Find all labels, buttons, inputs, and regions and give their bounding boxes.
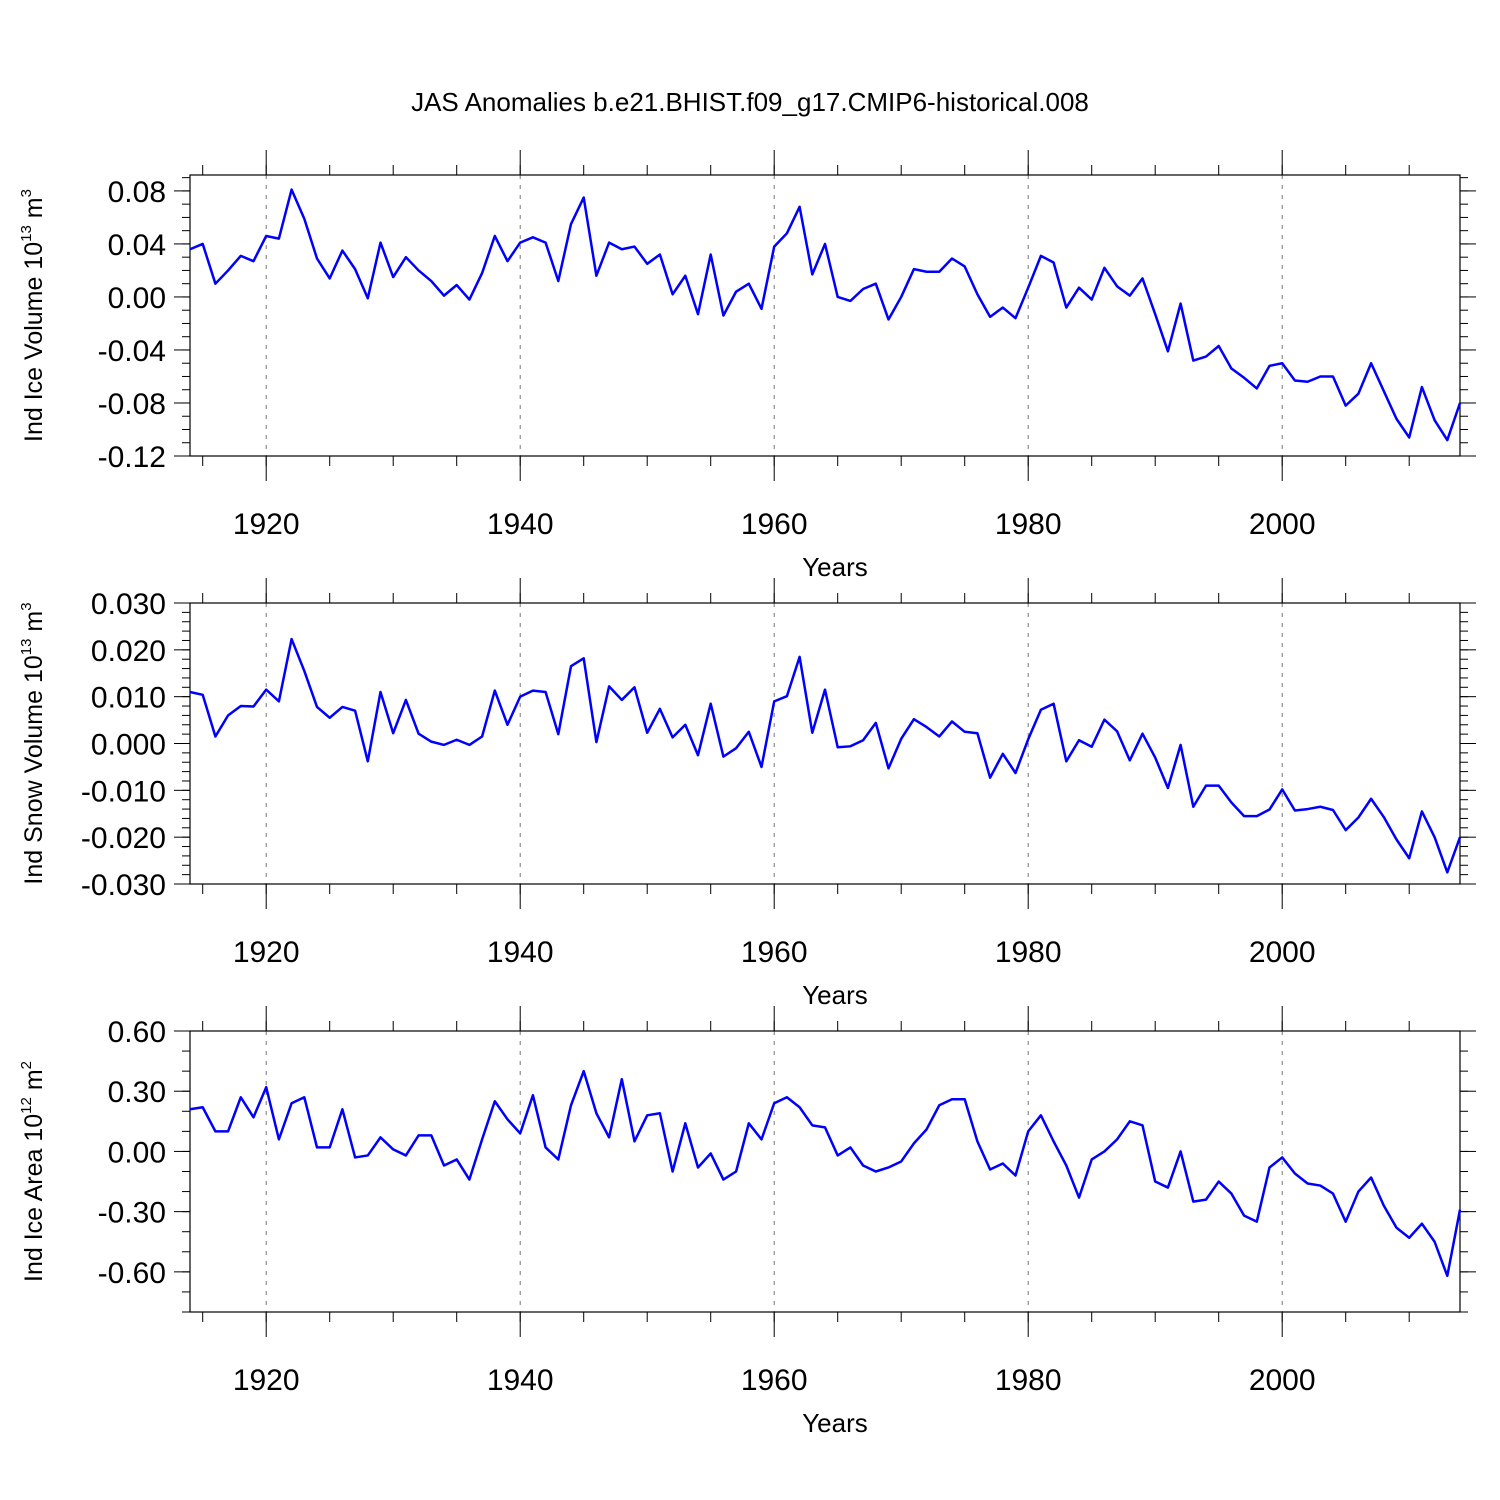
y-tick-label: 0.00 <box>108 282 166 315</box>
x-tick-label: 2000 <box>1249 1364 1316 1397</box>
y-tick-label: 0.030 <box>91 588 166 621</box>
y-tick-label: -0.12 <box>98 441 166 474</box>
y-tick-label: -0.08 <box>98 388 166 421</box>
series-line-ice-volume <box>189 188 1462 442</box>
x-axis-label: Years <box>802 980 868 1010</box>
x-tick-label: 1960 <box>741 936 808 969</box>
x-tick-label: 1960 <box>741 508 808 541</box>
y-tick-label: 0.010 <box>91 682 166 715</box>
y-tick-label: -0.030 <box>81 869 166 902</box>
x-tick-label: 1940 <box>487 936 554 969</box>
x-tick-label: 1980 <box>995 1364 1062 1397</box>
y-tick-label: -0.020 <box>81 822 166 855</box>
x-tick-label: 1940 <box>487 1364 554 1397</box>
y-tick-label: 0.04 <box>108 229 166 262</box>
x-axis-label: Years <box>802 552 868 582</box>
y-axis-label: Ind Ice Area 1012 m2 <box>18 1061 48 1282</box>
x-tick-label: 1940 <box>487 508 554 541</box>
series-line-snow-volume <box>189 637 1462 874</box>
x-tick-label: 1980 <box>995 936 1062 969</box>
chart-title: JAS Anomalies b.e21.BHIST.f09_g17.CMIP6-… <box>411 87 1089 117</box>
plot-frame <box>189 174 1461 457</box>
y-axis-label: Ind Snow Volume 1013 m3 <box>18 602 48 884</box>
panel-snow-volume: 0.030 0.020 0.010 0.000 -0.010 -0.020 -0.030 19… <box>18 578 1476 1010</box>
y-tick-label: -0.010 <box>81 775 166 808</box>
x-tick-label: 2000 <box>1249 936 1316 969</box>
y-tick-label: 0.00 <box>108 1136 166 1169</box>
plot-frame <box>189 602 1461 885</box>
plot-frame <box>189 1030 1461 1313</box>
x-tick-label: 1920 <box>233 936 300 969</box>
y-tick-label: 0.60 <box>108 1016 166 1049</box>
x-tick-label: 1980 <box>995 508 1062 541</box>
panel-ice-volume: 0.08 0.04 0.00 -0.04 -0.08 -0.12 1920 1940 1960 1… <box>18 150 1476 582</box>
y-tick-label: 0.000 <box>91 729 166 762</box>
series-line-ice-area <box>189 1069 1462 1278</box>
x-tick-label: 1920 <box>233 1364 300 1397</box>
y-axis-label: Ind Ice Volume 1013 m3 <box>18 189 48 442</box>
y-tick-label: -0.30 <box>98 1197 166 1230</box>
panel-ice-area: 0.60 0.30 0.00 -0.30 -0.60 1920 1940 1960 1980 20… <box>18 1006 1476 1438</box>
x-tick-label: 1960 <box>741 1364 808 1397</box>
x-axis-label: Years <box>802 1408 868 1438</box>
y-tick-label: -0.60 <box>98 1257 166 1290</box>
y-tick-label: 0.30 <box>108 1076 166 1109</box>
y-tick-label: 0.020 <box>91 635 166 668</box>
y-tick-label: 0.08 <box>108 176 166 209</box>
x-tick-label: 2000 <box>1249 508 1316 541</box>
x-tick-label: 1920 <box>233 508 300 541</box>
y-tick-label: -0.04 <box>98 335 166 368</box>
